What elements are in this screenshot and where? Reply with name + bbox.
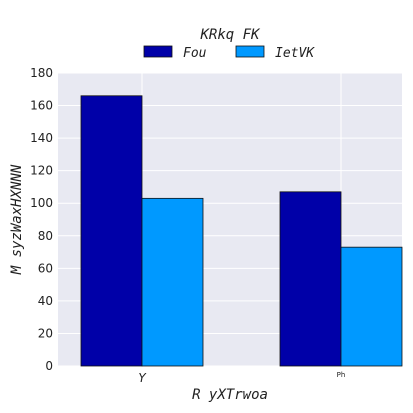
bars [80, 95, 403, 367]
legend-swatch-IetVK [235, 45, 265, 58]
y-tick-label: 160 [30, 99, 53, 113]
bar-Fou-Ph [279, 191, 342, 367]
bar-IetVK-Y [141, 197, 204, 367]
x-axis-ticks: Y Ph [138, 371, 345, 385]
y-tick-label: 60 [38, 261, 53, 275]
bar-Fou-Y [80, 95, 143, 367]
y-axis-label: M syzWaxHXNNN [9, 164, 25, 275]
legend-title: KRkq FK [199, 27, 261, 43]
legend-swatch-Fou [143, 45, 173, 58]
y-tick-label: 40 [38, 294, 53, 308]
y-tick-label: 100 [30, 196, 53, 210]
y-tick-label: 180 [30, 66, 53, 80]
y-tick-label: 140 [30, 131, 53, 145]
legend-entry-Fou: Fou [183, 46, 207, 61]
x-axis-label: R yXTrwoa [192, 387, 268, 403]
y-tick-label: 0 [45, 359, 53, 373]
y-tick-label: 120 [30, 164, 53, 178]
y-axis-ticks: 0 20 40 60 80 100 120 140 160 180 [30, 66, 53, 373]
legend: KRkq FK Fou IetVK [143, 27, 315, 61]
x-tick-label: Ph [337, 371, 346, 379]
y-tick-label: 20 [38, 326, 53, 340]
bar-IetVK-Ph [340, 246, 403, 367]
legend-entry-IetVK: IetVK [275, 46, 315, 61]
x-tick-label: Y [138, 371, 147, 385]
y-tick-label: 80 [38, 229, 53, 243]
